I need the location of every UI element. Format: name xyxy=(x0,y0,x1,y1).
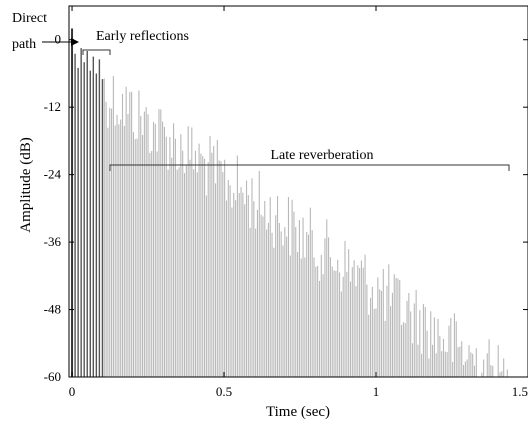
x-tick-label: 1 xyxy=(373,384,380,399)
direct-path-label-line1: Direct xyxy=(12,11,47,26)
x-tick-label: 1.5 xyxy=(512,384,528,399)
x-axis: 0 0.5 1 1.5 xyxy=(69,6,528,399)
direct-path-arrow-head xyxy=(71,38,79,46)
y-tick-label: -48 xyxy=(44,302,61,317)
direct-path-label-line2: path xyxy=(12,37,36,52)
x-tick-label: 0.5 xyxy=(216,384,232,399)
y-tick-label: -24 xyxy=(44,167,62,182)
y-tick-label: -36 xyxy=(44,234,62,249)
late-reverberation-bars xyxy=(101,76,508,377)
early-reflections-label: Early reflections xyxy=(96,29,189,44)
y-axis: 0 -12 -24 -36 -48 -60 xyxy=(44,32,528,384)
direct-path-annotation: Direct path xyxy=(12,11,79,52)
late-reverberation-annotation: Late reverberation xyxy=(109,148,510,171)
late-reverberation-label: Late reverberation xyxy=(271,148,374,163)
y-tick-label: -12 xyxy=(44,99,61,114)
plot-frame xyxy=(68,5,528,378)
x-tick-label: 0 xyxy=(69,384,76,399)
late-reverberation-bracket xyxy=(109,164,510,171)
early-reflections-annotation: Early reflections xyxy=(82,29,189,55)
y-tick-label: 0 xyxy=(55,32,62,47)
x-axis-title: Time (sec) xyxy=(266,404,330,420)
early-reflections-bracket xyxy=(82,49,111,55)
y-tick-label: -60 xyxy=(44,369,61,384)
early-reflection-bars xyxy=(71,28,104,377)
y-axis-title: Amplitude (dB) xyxy=(18,137,34,232)
